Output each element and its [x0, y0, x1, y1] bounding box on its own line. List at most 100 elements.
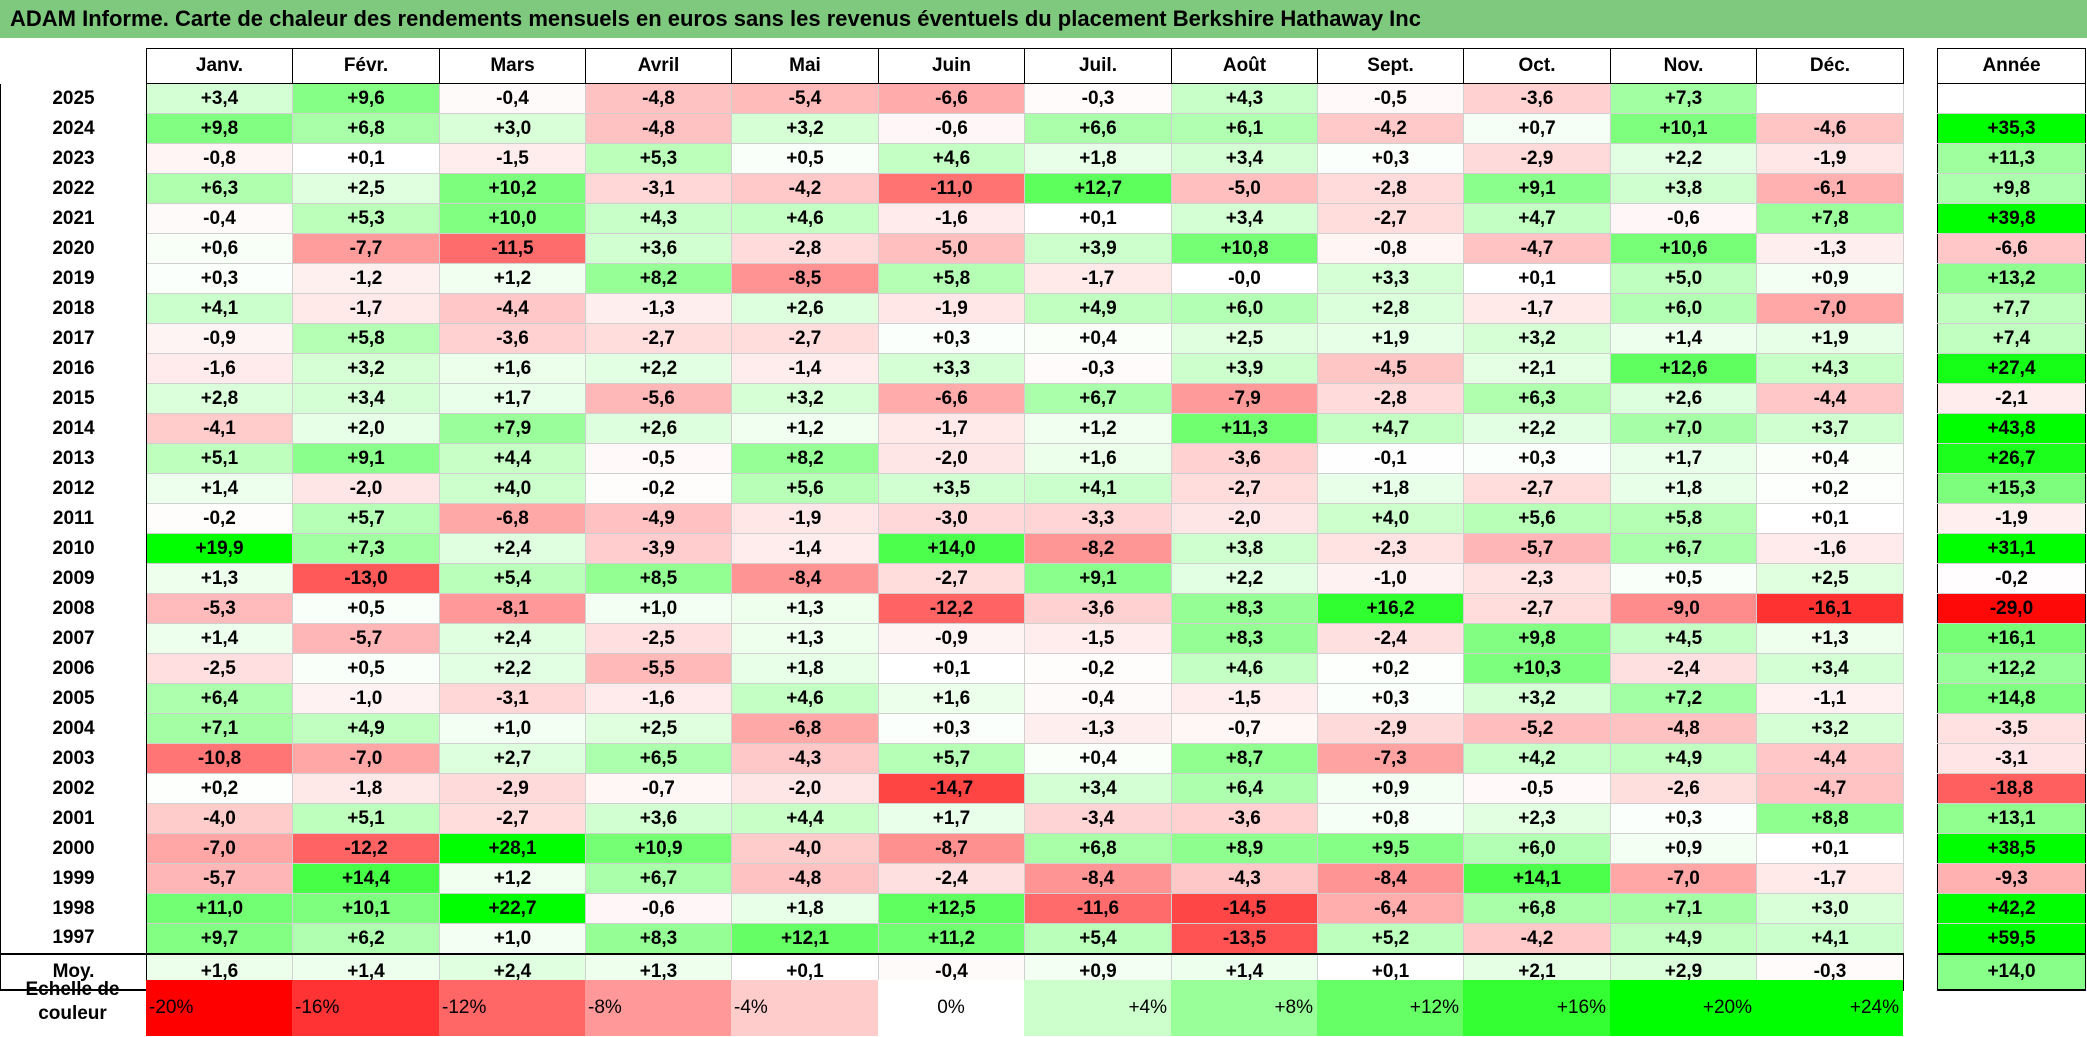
year-row: 2011 -0,2 +5,7 -6,8 -4,9 -1,9 -3,0 -3,3 -2,0 +4,0… — [0, 503, 1904, 534]
heatmap-cell: +1,3 — [731, 623, 879, 654]
heatmap-cell: +4,1 — [1756, 923, 1904, 955]
annual-cell: +12,2 — [1937, 653, 2086, 684]
heatmap-cell: -4,2 — [731, 173, 879, 204]
heatmap-cell: -2,0 — [292, 473, 440, 504]
heatmap-cell: -0,6 — [878, 113, 1025, 144]
heatmap-cell: +2,8 — [1317, 293, 1464, 324]
heatmap-cell: -10,8 — [146, 743, 293, 774]
heatmap-cell: +4,9 — [292, 713, 440, 744]
heatmap-cell: -12,2 — [878, 593, 1025, 624]
heatmap-cell: -3,3 — [1024, 503, 1172, 534]
heatmap-cell: -5,4 — [731, 83, 879, 114]
average-label: Moy. — [0, 953, 147, 991]
heatmap-cell: -13,0 — [292, 563, 440, 594]
heatmap-cell: +3,8 — [1610, 173, 1757, 204]
month-header: Juin — [878, 48, 1025, 84]
heatmap-cell: -2,7 — [439, 803, 586, 834]
heatmap-cell: +2,3 — [1463, 803, 1611, 834]
year-label: 2023 — [0, 143, 147, 174]
heatmap-cell: +6,1 — [1171, 113, 1318, 144]
heatmap-cell: -4,8 — [585, 113, 732, 144]
annual-cell: +9,8 — [1937, 173, 2086, 204]
year-row: 2020 +0,6 -7,7 -11,5 +3,6 -2,8 -5,0 +3,9 +10,8 -0… — [0, 233, 1904, 264]
heatmap-cell: +8,2 — [731, 443, 879, 474]
heatmap-cell: +6,7 — [1024, 383, 1172, 414]
year-label: 2014 — [0, 413, 147, 444]
heatmap-cell: +4,9 — [1024, 293, 1172, 324]
year-row: 2025 +3,4 +9,6 -0,4 -4,8 -5,4 -6,6 -0,3 +4,3 -0,5… — [0, 83, 1904, 114]
heatmap-cell: -14,7 — [878, 773, 1025, 804]
heatmap-cell: -1,9 — [1756, 143, 1904, 174]
heatmap-cell: -1,3 — [1024, 713, 1172, 744]
year-label: 2004 — [0, 713, 147, 744]
heatmap-cell: -4,8 — [1610, 713, 1757, 744]
heatmap-cell: +2,2 — [439, 653, 586, 684]
heatmap-cell: -8,4 — [731, 563, 879, 594]
heatmap-cell: -1,7 — [1756, 863, 1904, 894]
heatmap-cell: +0,9 — [1610, 833, 1757, 864]
heatmap-cell: +2,4 — [439, 533, 586, 564]
annual-header: Année — [1937, 48, 2086, 84]
year-row: 2005 +6,4 -1,0 -3,1 -1,6 +4,6 +1,6 -0,4 -1,5 +0,3… — [0, 683, 1904, 714]
color-scale-step: -8% — [585, 980, 731, 1036]
year-row: 2013 +5,1 +9,1 +4,4 -0,5 +8,2 -2,0 +1,6 -3,6 -0,1… — [0, 443, 1904, 474]
heatmap-cell: +0,3 — [1317, 683, 1464, 714]
annual-cell: +38,5 — [1937, 833, 2086, 864]
heatmap-cell: -6,8 — [731, 713, 879, 744]
heatmap-cell: -13,5 — [1171, 923, 1318, 955]
heatmap-cell: -3,0 — [878, 503, 1025, 534]
heatmap-cell: -2,5 — [146, 653, 293, 684]
heatmap-cell: +1,7 — [439, 383, 586, 414]
heatmap-cell: -8,7 — [878, 833, 1025, 864]
heatmap-cell: +2,6 — [731, 293, 879, 324]
month-header: Août — [1171, 48, 1318, 84]
heatmap-cell: +4,6 — [1171, 653, 1318, 684]
heatmap-cell: +4,0 — [1317, 503, 1464, 534]
heatmap-cell: +3,2 — [292, 353, 440, 384]
heatmap-cell: -1,3 — [1756, 233, 1904, 264]
heatmap-cell: +3,9 — [1024, 233, 1172, 264]
month-header: Mars — [439, 48, 586, 84]
heatmap-cell: +14,1 — [1463, 863, 1611, 894]
heatmap-cell: -8,4 — [1024, 863, 1172, 894]
heatmap-cell: +5,0 — [1610, 263, 1757, 294]
heatmap-cell: +2,7 — [439, 743, 586, 774]
heatmap-cell: +2,5 — [1171, 323, 1318, 354]
heatmap-cell: +0,4 — [1024, 743, 1172, 774]
heatmap-cell: +3,0 — [439, 113, 586, 144]
heatmap-cell: +0,1 — [1756, 833, 1904, 864]
year-row: 2003 -10,8 -7,0 +2,7 +6,5 -4,3 +5,7 +0,4 +8,7 -7,… — [0, 743, 1904, 774]
heatmap-cell: +12,7 — [1024, 173, 1172, 204]
annual-cell: +16,1 — [1937, 623, 2086, 654]
annual-table: Année +35,3 +11,3 +9,8 +39,8 -6,6 +13,2 +7,7 +7… — [1937, 48, 2086, 991]
heatmap-cell: -1,7 — [878, 413, 1025, 444]
month-header: Janv. — [146, 48, 293, 84]
heatmap-cell: -11,5 — [439, 233, 586, 264]
heatmap-cell: +0,3 — [878, 713, 1025, 744]
year-label: 1999 — [0, 863, 147, 894]
heatmap-cell: +4,7 — [1317, 413, 1464, 444]
heatmap-cell: +9,8 — [1463, 623, 1611, 654]
heatmap-cell: -0,4 — [146, 203, 293, 234]
heatmap-cell: +0,3 — [146, 263, 293, 294]
heatmap-cell: -3,1 — [439, 683, 586, 714]
heatmap-cell: +4,1 — [146, 293, 293, 324]
heatmap-cell: -0,1 — [1317, 443, 1464, 474]
heatmap-cell: +11,3 — [1171, 413, 1318, 444]
heatmap-cell: -2,9 — [439, 773, 586, 804]
heatmap-cell: -2,0 — [878, 443, 1025, 474]
heatmap-cell: +7,1 — [146, 713, 293, 744]
heatmap-cell: -1,4 — [731, 353, 879, 384]
month-header: Sept. — [1317, 48, 1464, 84]
heatmap-cell: +3,4 — [1024, 773, 1172, 804]
year-row: 2008 -5,3 +0,5 -8,1 +1,0 +1,3 -12,2 -3,6 +8,3 +16… — [0, 593, 1904, 624]
month-header: Nov. — [1610, 48, 1757, 84]
heatmap-cell: +3,3 — [878, 353, 1025, 384]
heatmap-cell: +1,8 — [1024, 143, 1172, 174]
heatmap-cell: -2,8 — [731, 233, 879, 264]
heatmap-cell: -5,7 — [146, 863, 293, 894]
heatmap-cell: -1,5 — [1024, 623, 1172, 654]
heatmap-cell: -1,4 — [731, 533, 879, 564]
heatmap-cell: -0,5 — [585, 443, 732, 474]
heatmap-cell: -1,6 — [878, 203, 1025, 234]
